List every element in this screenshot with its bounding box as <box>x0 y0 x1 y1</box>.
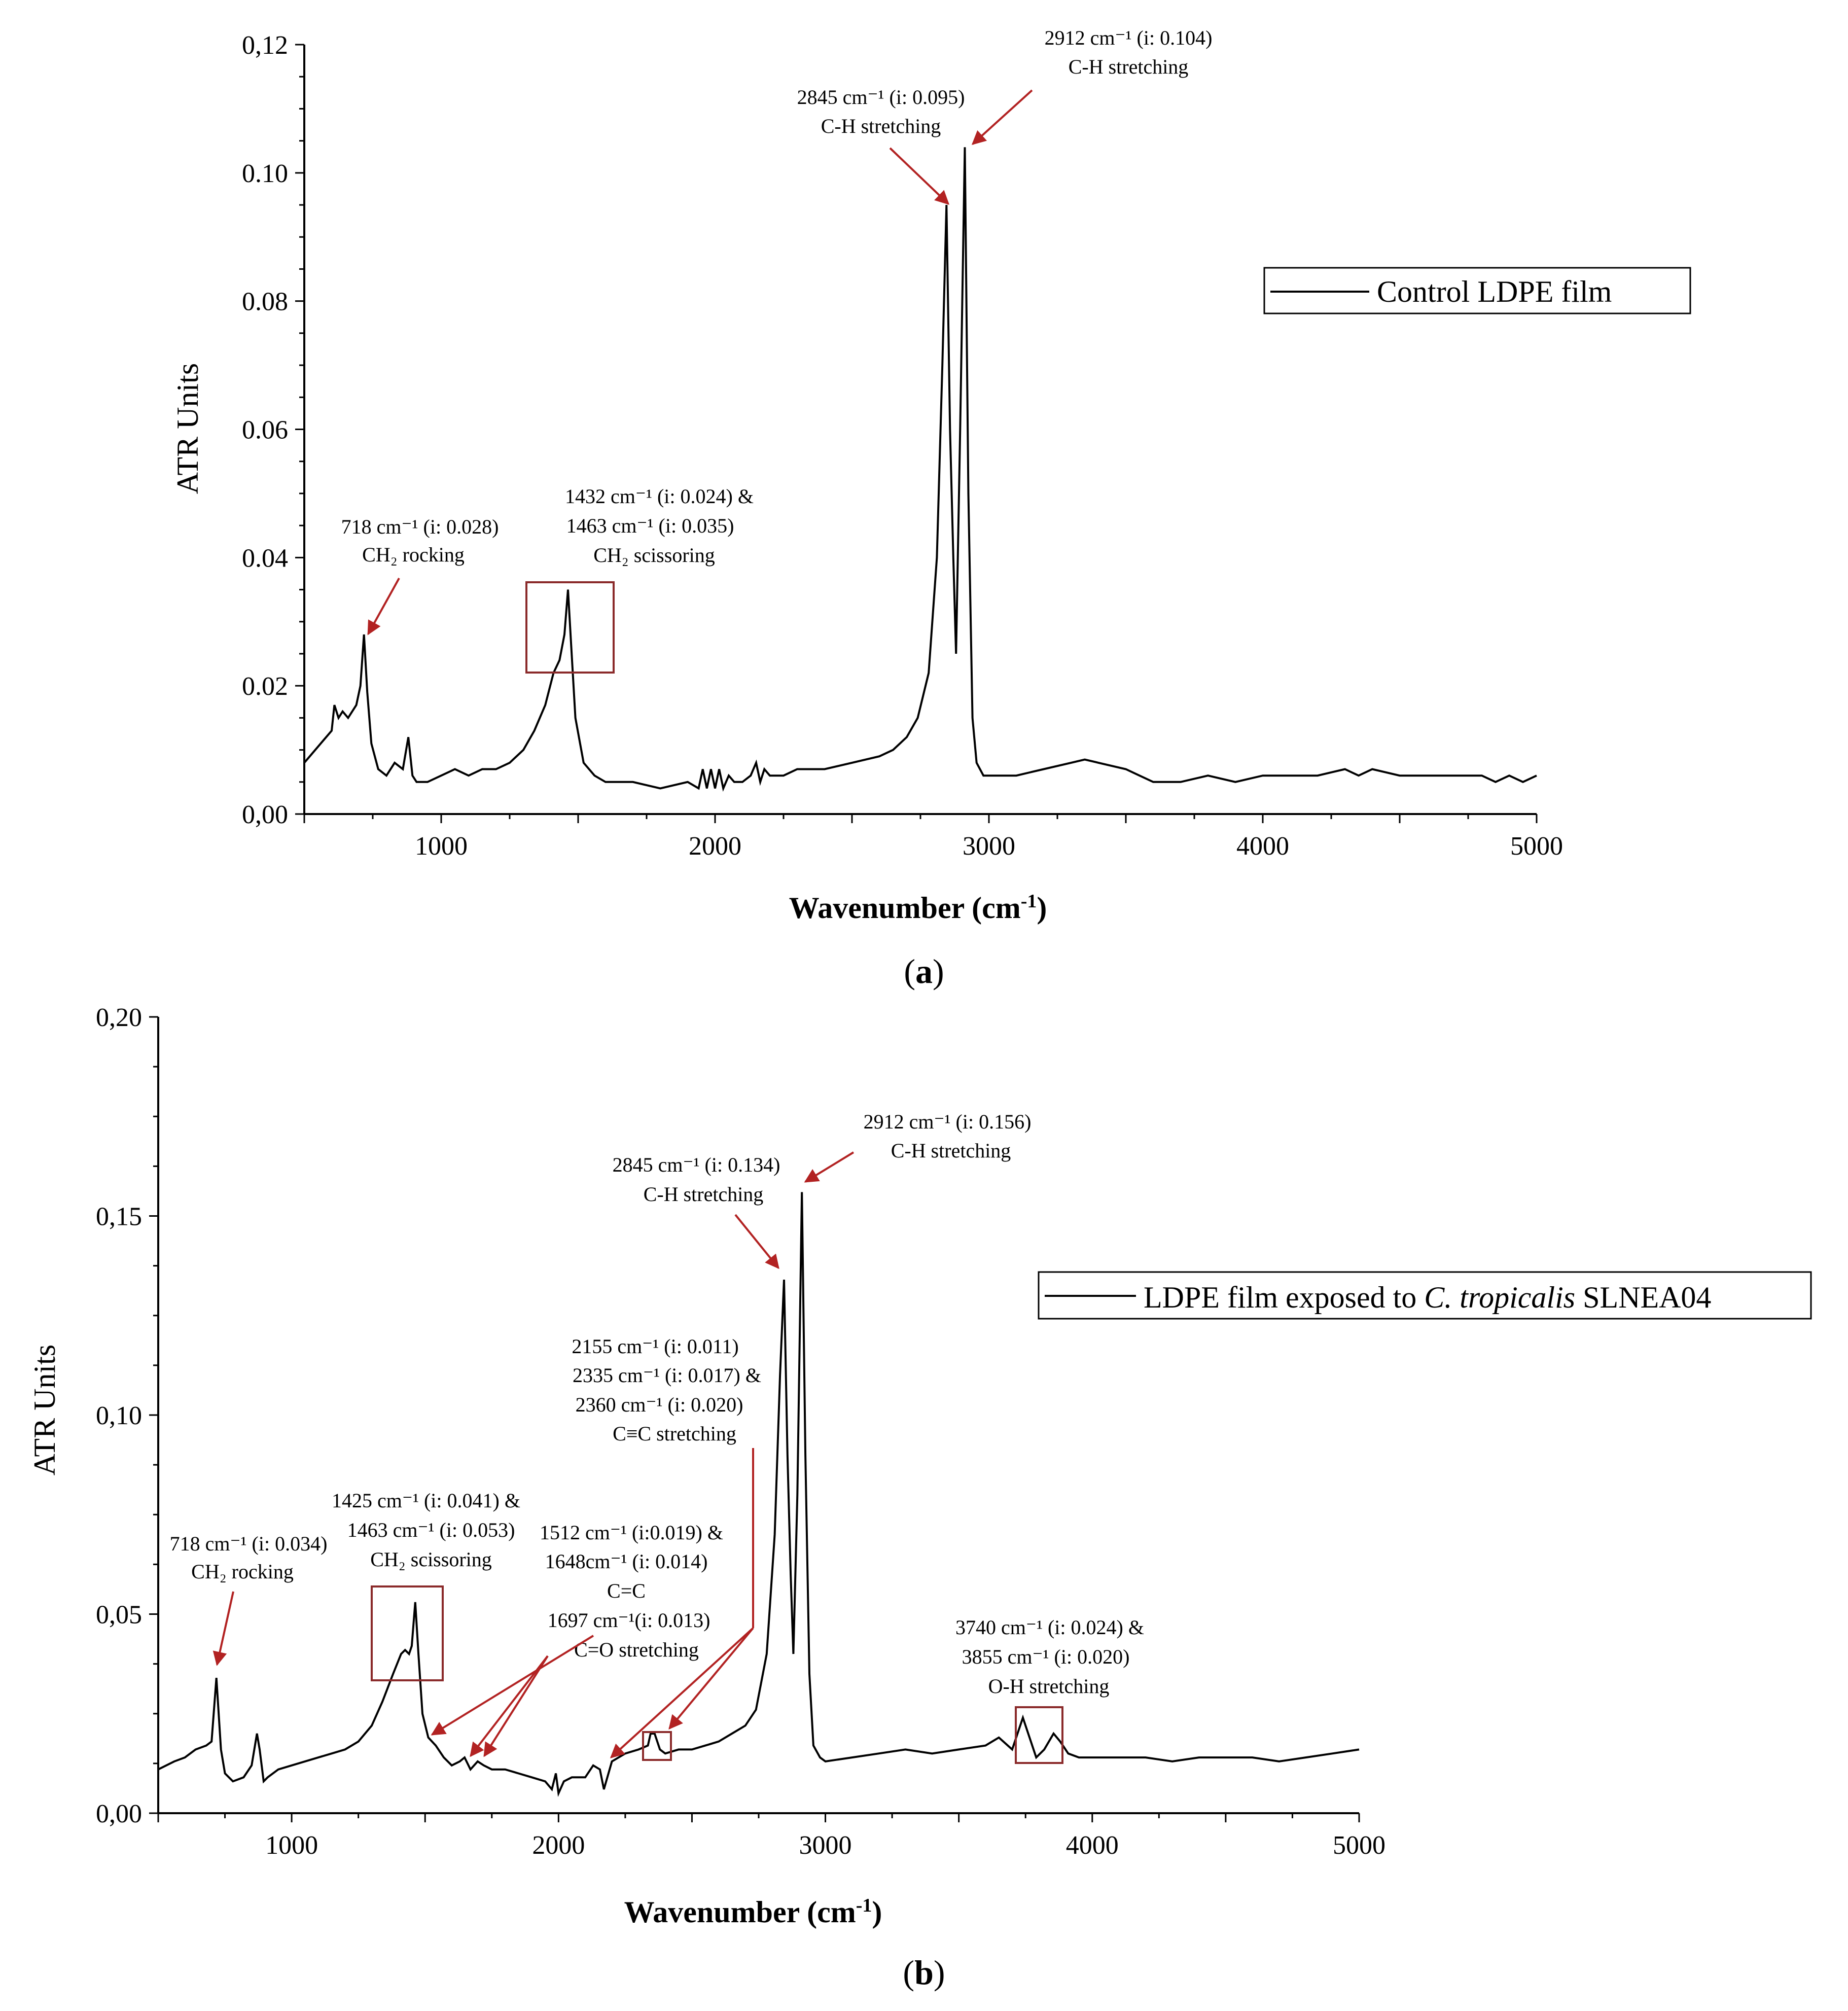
chart-b-annotation-2155: 2155 cm⁻¹ (i: 0.011) 2335 cm⁻¹ (i: 0.017… <box>572 1335 761 1761</box>
chart-b-annotation-1463: 1425 cm⁻¹ (i: 0.041) & 1463 cm⁻¹ (i: 0.0… <box>332 1489 520 1681</box>
chart-b-annotation-1463-line3: CH₂ scissoring <box>370 1548 492 1571</box>
chart-b-x-tick-label: 2000 <box>532 1831 585 1860</box>
chart-a-annotation-2845-line2: C-H stretching <box>821 115 941 137</box>
chart-b-y-axis: 0,00 0,05 0,10 0,15 0,20 <box>96 1003 159 1828</box>
chart-a-series-line <box>303 147 1537 792</box>
chart-a-annotation-718-arrow <box>367 578 400 636</box>
chart-b-annotation-2845: 2845 cm⁻¹ (i: 0.134) C-H stretching <box>613 1153 780 1269</box>
chart-a-y-tick-label: 0.02 <box>242 672 288 701</box>
chart-b-annotation-1463-box <box>371 1585 444 1681</box>
chart-a-annotation-2912: 2912 cm⁻¹ (i: 0.104) C-H stretching <box>971 26 1213 145</box>
chart-b-caption: (b) <box>903 1953 945 1992</box>
chart-a-annotation-718-line1: 718 cm⁻¹ (i: 0.028) <box>341 515 499 538</box>
chart-b-annotation-2155-box <box>642 1731 672 1761</box>
chart-b-series-line <box>158 1192 1360 1797</box>
chart-a-y-tick-label: 0,12 <box>242 31 288 60</box>
chart-a-annotation-2845-arrow <box>889 147 950 205</box>
chart-b-annotation-3740-box <box>1015 1706 1063 1764</box>
chart-a-annotation-718-line2: CH₂ rocking <box>362 543 465 566</box>
chart-b: 1000 2000 3000 4000 5000 0,00 0,05 0,10 0,15 0,2… <box>28 1003 1812 1992</box>
chart-b-x-axis: 1000 2000 3000 4000 5000 <box>157 1812 1385 1860</box>
chart-b-annotation-2845-arrow <box>734 1214 779 1269</box>
chart-a-x-tick-label: 2000 <box>689 832 741 861</box>
chart-b-y-tick-label: 0,10 <box>96 1401 142 1430</box>
chart-b-y-label: ATR Units <box>28 1345 61 1475</box>
chart-b-annotation-1512-line2: 1648cm⁻¹ (i: 0.014) <box>545 1550 708 1573</box>
chart-a-y-tick-label: 0.10 <box>242 159 288 188</box>
chart-b-annotation-3740-line1: 3740 cm⁻¹ (i: 0.024) & <box>955 1616 1144 1639</box>
chart-b-annotation-2912: 2912 cm⁻¹ (i: 0.156) C-H stretching <box>804 1110 1032 1183</box>
chart-b-annotation-2155-line1: 2155 cm⁻¹ (i: 0.011) <box>572 1335 738 1358</box>
chart-b-annotation-2912-arrow <box>804 1151 855 1183</box>
chart-b-legend: LDPE film exposed to C. tropicalis SLNEA… <box>1038 1271 1812 1320</box>
chart-b-annotation-1463-line2: 1463 cm⁻¹ (i: 0.053) <box>347 1519 515 1541</box>
chart-b-annotation-1512-line4: 1697 cm⁻¹(i: 0.013) <box>548 1609 710 1632</box>
chart-a-annotation-1463: 1432 cm⁻¹ (i: 0.024) & 1463 cm⁻¹ (i: 0.0… <box>525 485 754 674</box>
chart-b-annotation-1463-line1: 1425 cm⁻¹ (i: 0.041) & <box>332 1489 520 1512</box>
chart-a-annotation-2912-arrow <box>971 89 1033 145</box>
chart-a-annotation-2912-line1: 2912 cm⁻¹ (i: 0.104) <box>1045 26 1213 49</box>
chart-a-annotation-718: 718 cm⁻¹ (i: 0.028) CH₂ rocking <box>341 515 499 636</box>
chart-a-annotation-1463-line2: 1463 cm⁻¹ (i: 0.035) <box>566 514 734 537</box>
chart-a-x-tick-label: 3000 <box>963 832 1015 861</box>
chart-a-x-axis: 1000 2000 3000 4000 5000 <box>303 813 1563 861</box>
chart-a-y-tick-label: 0.06 <box>242 416 288 445</box>
chart-a-y-tick-label: 0.04 <box>242 544 288 573</box>
chart-b-x-tick-label: 4000 <box>1066 1831 1119 1860</box>
chart-b-annotation-1512-line3: C=C <box>607 1579 646 1602</box>
chart-b-annotation-718-line2: CH₂ rocking <box>191 1560 294 1583</box>
chart-a-legend-box <box>1263 267 1691 314</box>
chart-a-y-axis: 0,00 0.02 0.04 0.06 0.08 0.10 0,12 <box>242 31 305 829</box>
chart-a-y-label: ATR Units <box>171 363 204 494</box>
chart-a-y-tick-label: 0,00 <box>242 800 288 829</box>
chart-a-legend-label: Control LDPE film <box>1377 275 1612 308</box>
chart-a-annotation-1463-line1: 1432 cm⁻¹ (i: 0.024) & <box>565 485 754 508</box>
chart-b-annotation-2155-line2: 2335 cm⁻¹ (i: 0.017) & <box>573 1364 761 1387</box>
chart-a: 1000 2000 3000 4000 5000 0,00 0.02 0.04 0.06 0.0… <box>171 26 1691 991</box>
chart-b-y-tick-label: 0,00 <box>96 1800 142 1828</box>
chart-b-annotation-1512-arrow-2 <box>470 1655 549 1757</box>
chart-b-annotation-1512-arrow-1 <box>431 1635 594 1736</box>
chart-a-annotation-1463-line3: CH₂ scissoring <box>593 544 715 567</box>
chart-b-annotation-2845-line2: C-H stretching <box>644 1183 764 1206</box>
chart-b-annotation-1512: 1512 cm⁻¹ (i:0.019) & 1648cm⁻¹ (i: 0.014… <box>431 1521 723 1757</box>
chart-b-annotation-3740-line2: 3855 cm⁻¹ (i: 0.020) <box>962 1645 1130 1668</box>
chart-b-x-tick-label: 3000 <box>799 1831 852 1860</box>
chart-a-x-label: Wavenumber (cm-1) <box>789 891 1047 925</box>
chart-b-annotation-2155-line3: 2360 cm⁻¹ (i: 0.020) <box>576 1393 743 1416</box>
chart-a-annotation-2845: 2845 cm⁻¹ (i: 0.095) C-H stretching <box>797 86 965 205</box>
chart-b-annotation-2155-arrow-1 <box>610 1627 754 1758</box>
chart-b-annotation-2845-line1: 2845 cm⁻¹ (i: 0.134) <box>613 1153 780 1176</box>
chart-b-annotation-3740: 3740 cm⁻¹ (i: 0.024) & 3855 cm⁻¹ (i: 0.0… <box>955 1616 1144 1764</box>
chart-a-x-tick-label: 1000 <box>415 832 468 861</box>
chart-a-annotation-2912-line2: C-H stretching <box>1069 55 1189 78</box>
chart-b-legend-box <box>1038 1271 1812 1320</box>
chart-a-annotation-1463-box <box>525 581 615 674</box>
chart-a-legend: Control LDPE film <box>1263 267 1691 314</box>
chart-a-caption: (a) <box>904 952 944 991</box>
chart-a-x-tick-label: 4000 <box>1236 832 1289 861</box>
chart-b-annotation-718-line1: 718 cm⁻¹ (i: 0.034) <box>170 1532 328 1555</box>
chart-b-annotation-1512-line5: C=O stretching <box>574 1638 699 1661</box>
chart-b-annotation-718: 718 cm⁻¹ (i: 0.034) CH₂ rocking <box>170 1532 328 1666</box>
chart-b-x-label: Wavenumber (cm-1) <box>624 1895 882 1929</box>
chart-b-annotation-2155-arrow-2 <box>668 1627 754 1730</box>
chart-a-y-tick-label: 0.08 <box>242 288 288 316</box>
chart-b-x-tick-label: 1000 <box>265 1831 318 1860</box>
chart-b-x-tick-label: 5000 <box>1333 1831 1385 1860</box>
chart-b-y-tick-label: 0,15 <box>96 1203 142 1231</box>
chart-b-annotation-2912-line1: 2912 cm⁻¹ (i: 0.156) <box>864 1110 1032 1133</box>
chart-a-annotation-2845-line1: 2845 cm⁻¹ (i: 0.095) <box>797 86 965 109</box>
chart-b-annotation-3740-line3: O-H stretching <box>988 1675 1110 1698</box>
chart-b-y-tick-label: 0,20 <box>96 1003 142 1032</box>
chart-b-annotation-718-arrow <box>212 1591 234 1666</box>
chart-b-y-tick-label: 0,05 <box>96 1601 142 1630</box>
chart-b-legend-label: LDPE film exposed to C. tropicalis SLNEA… <box>1144 1281 1711 1314</box>
chart-b-annotation-1512-line1: 1512 cm⁻¹ (i:0.019) & <box>540 1521 723 1544</box>
chart-b-annotation-2912-line2: C-H stretching <box>891 1139 1011 1162</box>
chart-a-x-tick-label: 5000 <box>1510 832 1563 861</box>
chart-b-annotation-2155-line4: C≡C stretching <box>613 1422 736 1445</box>
chart-b-annotation-1512-arrow-3 <box>483 1655 549 1757</box>
